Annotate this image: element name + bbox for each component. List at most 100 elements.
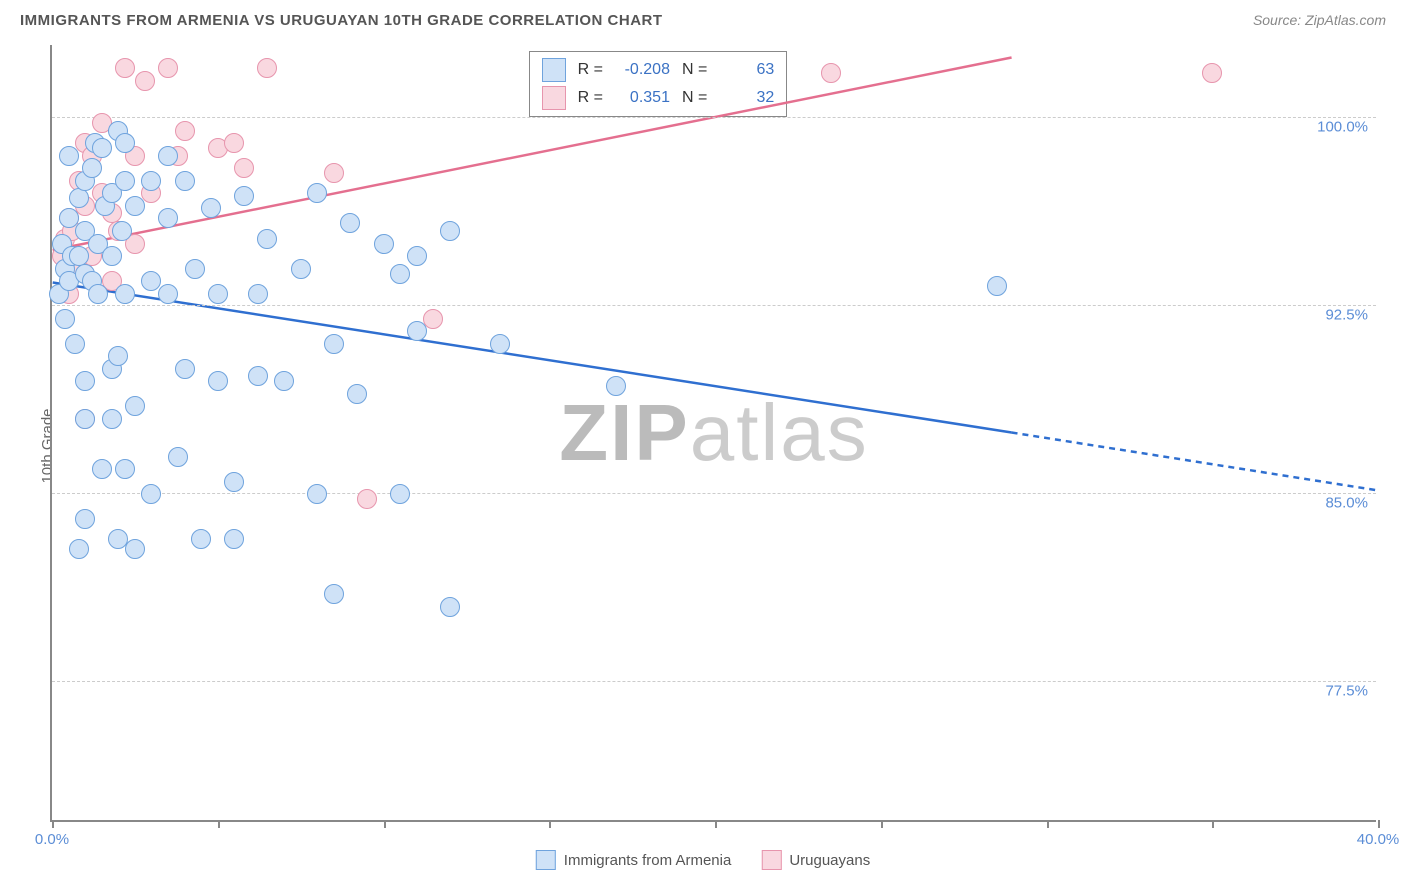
- armenia-point: [324, 584, 344, 604]
- armenia-point: [112, 221, 132, 241]
- armenia-point: [69, 539, 89, 559]
- armenia-point: [440, 597, 460, 617]
- armenia-point: [125, 196, 145, 216]
- legend-row-armenia: R = -0.208 N = 63: [542, 58, 775, 82]
- gridline: [52, 681, 1376, 682]
- armenia-point: [55, 309, 75, 329]
- x-tick-mark: [52, 820, 54, 828]
- correlation-legend: R = -0.208 N = 63 R = 0.351 N = 32: [529, 51, 788, 117]
- armenia-point: [175, 359, 195, 379]
- armenia-point: [168, 447, 188, 467]
- armenia-point: [224, 472, 244, 492]
- armenia-point: [606, 376, 626, 396]
- legend-row-uruguay: R = 0.351 N = 32: [542, 86, 775, 110]
- chart-title: IMMIGRANTS FROM ARMENIA VS URUGUAYAN 10T…: [20, 12, 663, 29]
- armenia-point: [125, 539, 145, 559]
- armenia-point: [75, 371, 95, 391]
- armenia-point: [158, 284, 178, 304]
- uruguay-point: [224, 133, 244, 153]
- armenia-point: [92, 138, 112, 158]
- uruguay-point: [158, 58, 178, 78]
- gridline: [52, 117, 1376, 118]
- armenia-point: [390, 484, 410, 504]
- y-tick-label: 77.5%: [1325, 683, 1368, 700]
- armenia-point: [374, 234, 394, 254]
- x-tick-mark: [715, 820, 717, 828]
- chart-source: Source: ZipAtlas.com: [1253, 12, 1386, 28]
- armenia-point: [208, 284, 228, 304]
- armenia-point: [340, 213, 360, 233]
- armenia-point: [115, 459, 135, 479]
- armenia-point: [257, 229, 277, 249]
- x-tick-mark: [1212, 820, 1214, 828]
- uruguay-point: [175, 121, 195, 141]
- armenia-point: [490, 334, 510, 354]
- armenia-point: [201, 198, 221, 218]
- armenia-point: [248, 366, 268, 386]
- armenia-point: [307, 484, 327, 504]
- uruguay-point: [257, 58, 277, 78]
- armenia-point: [115, 133, 135, 153]
- watermark: ZIPatlas: [559, 387, 868, 479]
- armenia-point: [115, 171, 135, 191]
- armenia-point: [440, 221, 460, 241]
- x-tick-label: 40.0%: [1357, 831, 1400, 848]
- x-tick-label: 0.0%: [35, 831, 69, 848]
- uruguay-point: [357, 489, 377, 509]
- legend-swatch-uruguay-bottom: [761, 850, 781, 870]
- armenia-point: [407, 321, 427, 341]
- armenia-point: [65, 334, 85, 354]
- armenia-point: [191, 529, 211, 549]
- x-tick-mark: [1047, 820, 1049, 828]
- x-tick-mark: [549, 820, 551, 828]
- armenia-point: [185, 259, 205, 279]
- armenia-point: [407, 246, 427, 266]
- plot-area: ZIPatlas R = -0.208 N = 63 R = 0.351 N =…: [50, 45, 1376, 822]
- y-tick-label: 85.0%: [1325, 495, 1368, 512]
- gridline: [52, 305, 1376, 306]
- armenia-point: [102, 409, 122, 429]
- armenia-point: [307, 183, 327, 203]
- x-tick-mark: [1378, 820, 1380, 828]
- x-tick-mark: [384, 820, 386, 828]
- y-tick-label: 100.0%: [1317, 119, 1368, 136]
- armenia-point: [324, 334, 344, 354]
- bottom-legend-armenia: Immigrants from Armenia: [536, 850, 732, 870]
- armenia-point: [69, 188, 89, 208]
- bottom-legend-uruguay: Uruguayans: [761, 850, 870, 870]
- armenia-point: [158, 146, 178, 166]
- armenia-point: [92, 459, 112, 479]
- armenia-point: [88, 284, 108, 304]
- armenia-point: [125, 396, 145, 416]
- bottom-legend: Immigrants from Armenia Uruguayans: [536, 850, 870, 870]
- armenia-point: [115, 284, 135, 304]
- armenia-point: [82, 158, 102, 178]
- legend-swatch-armenia-bottom: [536, 850, 556, 870]
- armenia-point: [390, 264, 410, 284]
- uruguay-point: [1202, 63, 1222, 83]
- armenia-point: [987, 276, 1007, 296]
- uruguay-point: [423, 309, 443, 329]
- armenia-point: [234, 186, 254, 206]
- x-tick-mark: [881, 820, 883, 828]
- armenia-point: [274, 371, 294, 391]
- uruguay-point: [115, 58, 135, 78]
- armenia-point: [291, 259, 311, 279]
- gridline: [52, 493, 1376, 494]
- armenia-point: [75, 509, 95, 529]
- uruguay-point: [234, 158, 254, 178]
- armenia-point: [141, 171, 161, 191]
- legend-swatch-armenia: [542, 58, 566, 82]
- armenia-point: [59, 146, 79, 166]
- uruguay-point: [135, 71, 155, 91]
- uruguay-point: [821, 63, 841, 83]
- uruguay-point: [324, 163, 344, 183]
- x-tick-mark: [218, 820, 220, 828]
- armenia-point: [108, 346, 128, 366]
- armenia-point: [224, 529, 244, 549]
- armenia-point: [75, 409, 95, 429]
- armenia-point: [347, 384, 367, 404]
- armenia-point: [158, 208, 178, 228]
- y-tick-label: 92.5%: [1325, 307, 1368, 324]
- armenia-point: [102, 246, 122, 266]
